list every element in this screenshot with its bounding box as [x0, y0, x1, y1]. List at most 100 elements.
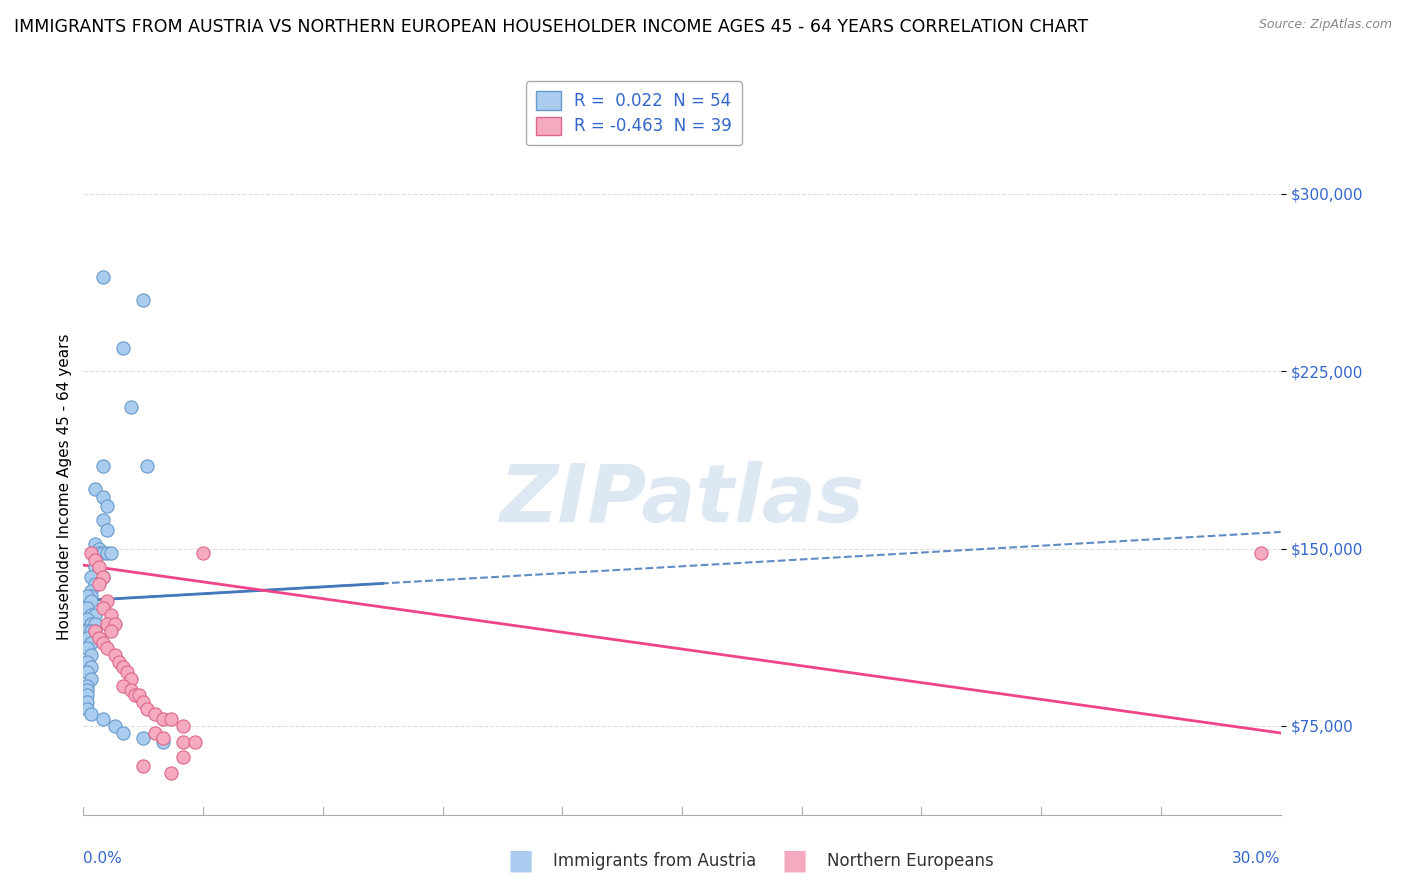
Point — [91, 600, 114, 615]
Point — [172, 719, 194, 733]
Point — [120, 400, 142, 414]
Point — [112, 660, 135, 674]
Point — [76, 640, 98, 655]
Point — [76, 632, 98, 646]
Point — [84, 617, 107, 632]
Point — [115, 665, 138, 679]
Point — [128, 688, 150, 702]
Point — [132, 731, 155, 745]
Point — [76, 688, 98, 702]
Point — [89, 546, 111, 560]
Point — [143, 707, 166, 722]
Point — [80, 584, 103, 599]
Point — [152, 712, 174, 726]
Point — [80, 672, 103, 686]
Point — [152, 731, 174, 745]
Text: ZIPatlas: ZIPatlas — [499, 460, 865, 539]
Point — [112, 679, 135, 693]
Point — [80, 648, 103, 662]
Point — [112, 341, 135, 355]
Point — [76, 589, 98, 603]
Point — [184, 735, 207, 749]
Point — [80, 624, 103, 639]
Point — [80, 546, 103, 560]
Point — [91, 636, 114, 650]
Y-axis label: Householder Income Ages 45 - 64 years: Householder Income Ages 45 - 64 years — [58, 334, 72, 640]
Point — [80, 589, 103, 603]
Point — [132, 695, 155, 709]
Point — [132, 293, 155, 308]
Point — [76, 665, 98, 679]
Point — [96, 499, 118, 513]
Point — [80, 707, 103, 722]
Point — [100, 624, 122, 639]
Point — [84, 560, 107, 574]
Point — [96, 617, 118, 632]
Point — [84, 537, 107, 551]
Point — [84, 553, 107, 567]
Point — [96, 546, 118, 560]
Point — [76, 683, 98, 698]
Point — [1250, 546, 1272, 560]
Point — [80, 593, 103, 607]
Point — [76, 702, 98, 716]
Point — [80, 607, 103, 622]
Point — [160, 766, 183, 780]
Point — [84, 624, 107, 639]
Point — [80, 660, 103, 674]
Point — [91, 546, 114, 560]
Point — [104, 719, 127, 733]
Point — [191, 546, 214, 560]
Point — [172, 749, 194, 764]
Point — [96, 640, 118, 655]
Text: 30.0%: 30.0% — [1232, 851, 1281, 865]
Point — [160, 712, 183, 726]
Point — [124, 688, 146, 702]
Point — [120, 672, 142, 686]
Point — [89, 632, 111, 646]
Point — [104, 648, 127, 662]
Point — [76, 624, 98, 639]
Point — [80, 636, 103, 650]
Point — [84, 624, 107, 639]
Text: ■: ■ — [508, 847, 533, 875]
Point — [76, 679, 98, 693]
Text: 0.0%: 0.0% — [83, 851, 122, 865]
Point — [76, 695, 98, 709]
Point — [80, 617, 103, 632]
Point — [100, 607, 122, 622]
Legend: R =  0.022  N = 54, R = -0.463  N = 39: R = 0.022 N = 54, R = -0.463 N = 39 — [526, 81, 742, 145]
Point — [91, 570, 114, 584]
Point — [89, 577, 111, 591]
Point — [89, 541, 111, 556]
Point — [136, 458, 159, 473]
Point — [112, 726, 135, 740]
Point — [120, 683, 142, 698]
Point — [136, 702, 159, 716]
Point — [91, 712, 114, 726]
Point — [91, 570, 114, 584]
Point — [104, 617, 127, 632]
Point — [100, 546, 122, 560]
Point — [152, 735, 174, 749]
Point — [96, 523, 118, 537]
Point — [80, 570, 103, 584]
Point — [96, 593, 118, 607]
Point — [143, 726, 166, 740]
Point — [108, 655, 131, 669]
Point — [76, 655, 98, 669]
Point — [91, 269, 114, 284]
Point — [84, 607, 107, 622]
Point — [91, 490, 114, 504]
Point — [132, 759, 155, 773]
Text: Immigrants from Austria: Immigrants from Austria — [553, 852, 756, 870]
Point — [172, 735, 194, 749]
Point — [84, 577, 107, 591]
Text: Northern Europeans: Northern Europeans — [827, 852, 994, 870]
Point — [89, 565, 111, 579]
Point — [84, 483, 107, 497]
Text: ■: ■ — [782, 847, 807, 875]
Point — [91, 513, 114, 527]
Point — [76, 600, 98, 615]
Text: IMMIGRANTS FROM AUSTRIA VS NORTHERN EUROPEAN HOUSEHOLDER INCOME AGES 45 - 64 YEA: IMMIGRANTS FROM AUSTRIA VS NORTHERN EURO… — [14, 18, 1088, 36]
